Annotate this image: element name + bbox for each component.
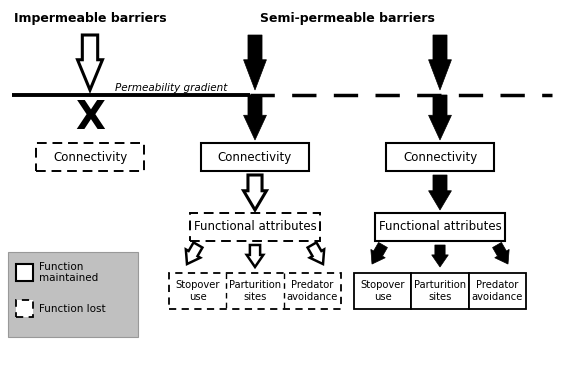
Bar (16, 264, 33, 281)
Polygon shape (77, 35, 103, 90)
Bar (375, 213, 505, 241)
Text: Stopover
use: Stopover use (175, 280, 220, 302)
Polygon shape (429, 175, 451, 210)
Text: Predator
avoidance: Predator avoidance (287, 280, 338, 302)
Text: Parturition
sites: Parturition sites (229, 280, 281, 302)
Text: Connectivity: Connectivity (403, 151, 477, 164)
Bar (169, 273, 341, 309)
Bar (469, 273, 526, 309)
Polygon shape (307, 242, 324, 264)
Bar (201, 143, 309, 171)
Polygon shape (371, 242, 387, 264)
Polygon shape (246, 245, 263, 267)
Polygon shape (244, 35, 266, 90)
Text: Predator
avoidance: Predator avoidance (472, 280, 523, 302)
Bar (411, 273, 469, 309)
Text: Connectivity: Connectivity (53, 151, 127, 164)
Text: Impermeable barriers: Impermeable barriers (14, 12, 166, 25)
Text: Function
maintained: Function maintained (39, 262, 98, 283)
Text: Function lost: Function lost (39, 303, 105, 313)
Bar (190, 213, 320, 241)
Bar (8, 252, 138, 337)
Text: Functional attributes: Functional attributes (378, 221, 501, 233)
Polygon shape (492, 242, 509, 264)
Text: Permeability gradient: Permeability gradient (115, 83, 227, 93)
Polygon shape (186, 242, 202, 264)
Bar (16, 300, 33, 317)
Bar (354, 273, 411, 309)
Text: Stopover
use: Stopover use (360, 280, 405, 302)
Text: Parturition
sites: Parturition sites (414, 280, 466, 302)
Text: Semi-permeable barriers: Semi-permeable barriers (260, 12, 435, 25)
Bar (386, 143, 494, 171)
Text: X: X (75, 99, 105, 137)
Text: Connectivity: Connectivity (218, 151, 292, 164)
Text: Functional attributes: Functional attributes (193, 221, 316, 233)
Bar (36, 143, 144, 171)
Polygon shape (431, 245, 448, 267)
Polygon shape (429, 35, 451, 90)
Polygon shape (244, 95, 266, 140)
Polygon shape (429, 95, 451, 140)
Polygon shape (244, 175, 266, 210)
